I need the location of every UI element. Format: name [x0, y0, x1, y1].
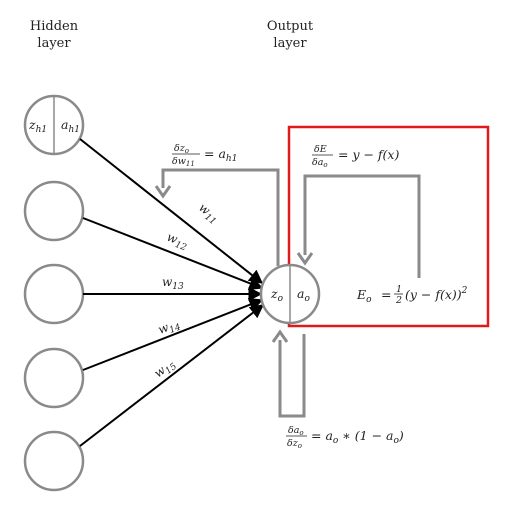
weight-edge-5 [79, 304, 265, 447]
formula-da-dz: δao δzo = ao ∗ (1 − ao) [286, 425, 404, 450]
gradient-arrowhead-dz-dw [154, 185, 172, 199]
weight-edge-4 [82, 298, 264, 371]
formula-dE-da-numerator: δE [314, 144, 327, 155]
formula-error: Eo = 1 2 (y − f(x))2 [356, 284, 468, 306]
formula-dE-da-denominator: δao [312, 157, 328, 169]
hidden-neuron-2 [23, 180, 85, 242]
output-error-highlight-box [287, 125, 490, 328]
formula-dz-dw-denominator: δw11 [172, 156, 195, 168]
gradient-arrowhead-da-dz [271, 329, 289, 343]
output-layer-header-line2: layer [273, 36, 307, 51]
hidden-neuron-1-a-label: ah1 [61, 117, 80, 135]
output-neuron-z-label: zo [270, 286, 284, 304]
weight-label-w13: w13 [162, 275, 184, 292]
formula-error-rhs: (y − f(x))2 [405, 286, 468, 302]
weight-label-w12: w12 [164, 230, 191, 254]
formula-error-eq: = [381, 287, 391, 302]
hidden-neuron-5 [23, 430, 85, 492]
formula-dz-dw: δzo δw11 = ah1 [172, 143, 237, 168]
formula-error-lhs: Eo [356, 287, 372, 305]
hidden-neuron-1-z-label: zh1 [28, 117, 47, 135]
hidden-layer-header-line2: layer [37, 36, 71, 51]
formula-da-dz-denominator: δzo [287, 438, 302, 450]
formula-da-dz-rhs: = ao ∗ (1 − ao) [311, 428, 404, 446]
formula-dz-dw-numerator: δzo [174, 143, 189, 155]
weight-label-w15: w15 [151, 356, 179, 383]
formula-error-half-num: 1 [396, 284, 402, 295]
hidden-neuron-3 [23, 263, 85, 325]
weight-label-w11: w11 [194, 200, 222, 227]
hidden-neuron-4 [23, 347, 85, 409]
formula-dE-da-rhs: = y − f(x) [338, 147, 399, 162]
output-neuron-a-label: ao [297, 286, 310, 304]
formula-error-half-den: 2 [395, 295, 402, 306]
output-layer-header-line1: Output [267, 19, 314, 34]
gradient-path-dE-da [303, 174, 421, 278]
gradient-path-da-dz [278, 334, 306, 418]
weight-edge-1 [79, 138, 264, 284]
formula-dE-da: δE δao = y − f(x) [312, 144, 399, 169]
formula-da-dz-numerator: δao [288, 425, 304, 437]
formula-dz-dw-rhs: = ah1 [204, 146, 237, 164]
gradient-path-dz-dw [161, 168, 280, 266]
gradient-arrowhead-dE-da [296, 252, 314, 266]
hidden-layer-header-line1: Hidden [30, 19, 79, 34]
weight-edge-2 [82, 217, 264, 290]
